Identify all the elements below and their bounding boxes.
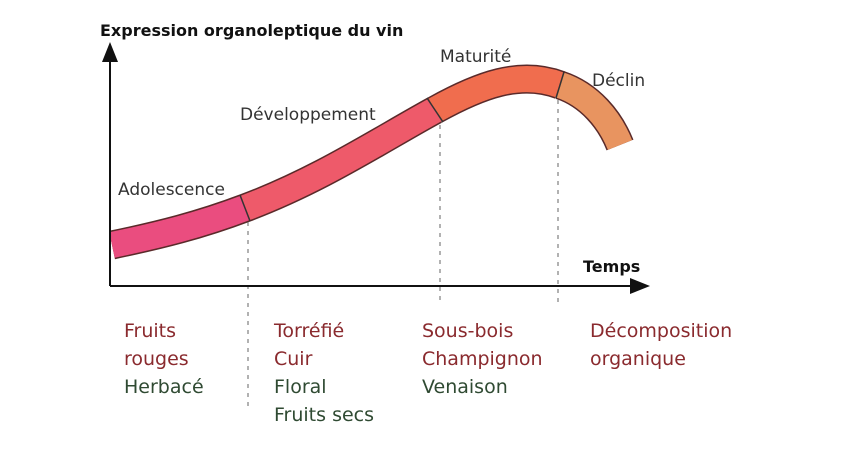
dashed-lines: [247, 100, 559, 410]
phase-label: Adolescence: [118, 180, 225, 200]
aroma: Torréfié: [273, 320, 344, 342]
x-label: Temps: [583, 257, 640, 276]
aroma: Floral: [274, 376, 327, 398]
phase-label: Maturité: [440, 47, 511, 67]
aroma: Herbacé: [124, 376, 204, 398]
aroma: Fruits: [124, 320, 176, 342]
aroma: rouges: [124, 348, 189, 370]
aroma: Décomposition: [590, 320, 732, 342]
aroma: Champignon: [422, 348, 543, 370]
aroma: Cuir: [274, 348, 313, 370]
aroma: Sous-bois: [422, 320, 513, 342]
phase-label: Déclin: [592, 71, 645, 91]
aroma: Fruits secs: [274, 404, 374, 426]
axes: [102, 42, 650, 294]
aroma: organique: [590, 348, 686, 370]
aroma: Venaison: [422, 376, 508, 398]
phase-label: Développement: [240, 105, 376, 125]
band: [109, 64, 634, 260]
y-label: Expression organoleptique du vin: [100, 21, 403, 40]
